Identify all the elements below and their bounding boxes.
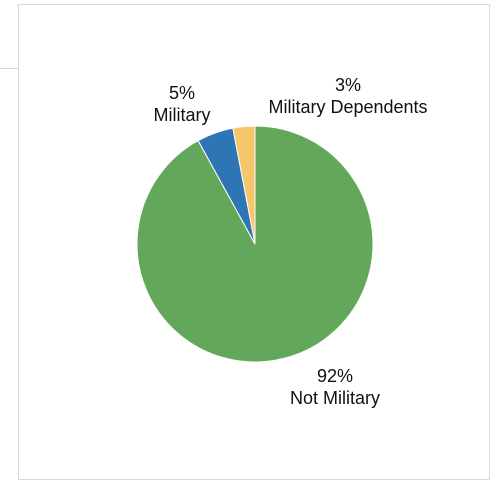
label-military-percent: 5% [168, 83, 195, 103]
label-not-military-percent: 92% [316, 366, 354, 386]
label-military-dependents-name: Military Dependents [268, 97, 428, 117]
pie-slice-military-dependents [232, 125, 256, 245]
label-military-name: Military [153, 105, 211, 125]
label-not-military: 92% Not Military [272, 365, 398, 409]
label-military: 5% Military [140, 82, 224, 126]
label-not-military-name: Not Military [289, 388, 380, 408]
label-military-dependents-percent: 3% [334, 75, 361, 95]
left-divider [0, 68, 18, 69]
label-military-dependents: 3% Military Dependents [258, 74, 438, 118]
